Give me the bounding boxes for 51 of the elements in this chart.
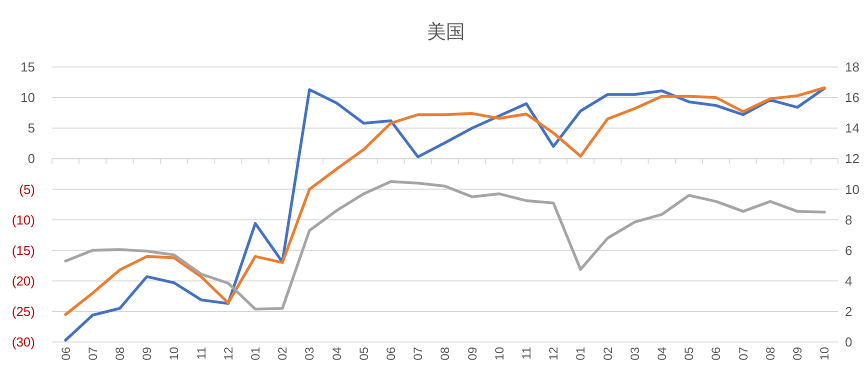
- x-tick-label: 03: [628, 346, 642, 360]
- y2-tick-label: 14: [845, 120, 860, 136]
- x-tick-label: 07: [411, 346, 426, 360]
- x-tick-label: 04: [330, 346, 344, 360]
- y2-tick-label: 4: [845, 273, 852, 288]
- y-tick-label: (5): [19, 182, 35, 197]
- chart-title: 美国: [427, 21, 465, 43]
- y-tick-label: 0: [28, 151, 35, 166]
- x-tick-label: 08: [112, 346, 127, 360]
- y2-tick-label: 10: [845, 182, 860, 197]
- x-tick-label: 01: [574, 346, 588, 360]
- y2-tick-label: 18: [845, 60, 860, 75]
- x-tick-label: 11: [520, 346, 534, 360]
- x-tick-label: 07: [736, 346, 750, 360]
- y-tick-label: (20): [12, 273, 35, 288]
- y-tick-label: (30): [12, 334, 35, 350]
- x-tick-label: 02: [600, 346, 615, 360]
- y2-tick-label: 16: [845, 90, 860, 106]
- x-tick-label: 10: [492, 346, 506, 360]
- y-tick-label: 5: [28, 120, 35, 136]
- x-tick-label: 06: [384, 346, 398, 360]
- x-tick-label: 04: [655, 346, 670, 360]
- y-tick-label: (10): [12, 212, 35, 228]
- x-tick-label: 10: [818, 346, 832, 360]
- y2-tick-label: 6: [845, 242, 852, 258]
- line-series: [64, 180, 826, 311]
- x-tick-label: 05: [682, 346, 696, 360]
- y2-tick-label: 8: [845, 212, 852, 228]
- x-tick-label: 03: [302, 346, 317, 360]
- y-tick-label: 10: [20, 90, 35, 106]
- x-tick-label: 01: [248, 346, 262, 360]
- x-tick-label: 06: [709, 346, 724, 360]
- x-tick-label: 05: [356, 346, 371, 360]
- x-tick-label: 12: [221, 346, 236, 360]
- x-tick-label: 02: [276, 346, 290, 360]
- y2-tick-label: 0: [845, 334, 852, 350]
- x-tick-label: 12: [546, 346, 561, 360]
- y-tick-label: 15: [20, 60, 35, 75]
- y2-tick-label: 12: [845, 151, 860, 166]
- x-tick-label: 07: [86, 346, 100, 360]
- x-tick-label: 06: [58, 346, 73, 360]
- x-tick-label: 09: [790, 346, 805, 360]
- x-tick-label: 08: [438, 346, 452, 360]
- y-tick-label: (15): [12, 242, 35, 258]
- y-tick-label: (25): [12, 304, 35, 319]
- x-tick-label: 08: [763, 346, 778, 360]
- y2-tick-label: 2: [845, 304, 852, 319]
- x-tick-label: 11: [194, 346, 208, 360]
- x-tick-label: 09: [465, 346, 480, 360]
- x-tick-label: 09: [140, 346, 154, 360]
- x-tick-label: 10: [167, 346, 182, 360]
